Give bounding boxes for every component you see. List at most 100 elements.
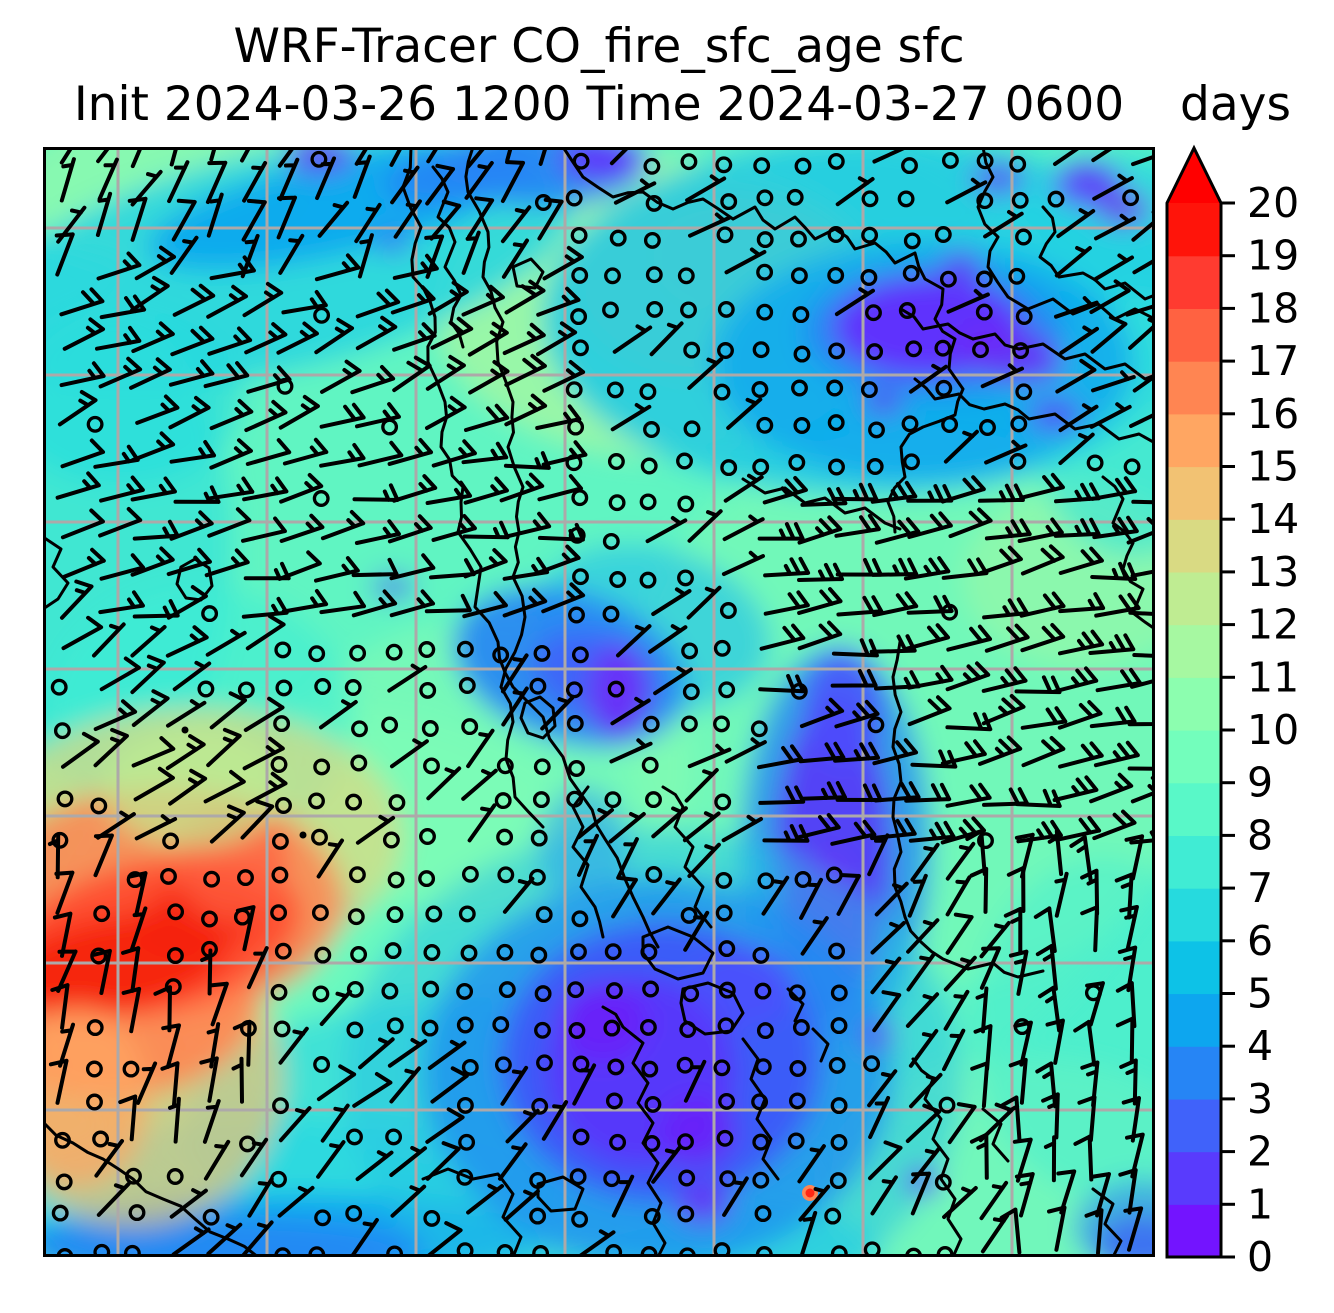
calm-wind-circle xyxy=(54,1131,71,1149)
wind-barb xyxy=(244,322,288,355)
calm-wind-circle xyxy=(533,758,551,776)
colorbar-tick-label: 13 xyxy=(1247,548,1299,596)
colorbar-band xyxy=(1167,624,1221,678)
calm-wind-circle xyxy=(55,1173,73,1191)
calm-wind-circle xyxy=(203,870,221,888)
wind-barb xyxy=(498,1142,528,1181)
wind-barb xyxy=(98,507,143,538)
wind-barb xyxy=(129,906,148,952)
calm-wind-circle xyxy=(604,791,622,809)
wind-barb xyxy=(1089,402,1132,429)
calm-wind-circle xyxy=(423,757,440,775)
wind-barb xyxy=(314,556,360,583)
wind-barb xyxy=(168,1096,181,1144)
wind-barb xyxy=(608,812,646,844)
wind-barb xyxy=(241,516,287,543)
calm-wind-circle xyxy=(351,720,368,738)
colorbar-tick-label: 9 xyxy=(1247,759,1273,807)
wind-barb xyxy=(96,810,136,840)
wind-barb xyxy=(945,912,974,955)
wind-barb xyxy=(130,625,167,658)
wind-barb xyxy=(1089,772,1134,804)
calm-wind-circle xyxy=(830,1245,848,1257)
wind-barb xyxy=(166,585,208,620)
calm-wind-circle xyxy=(197,680,215,698)
wind-barb xyxy=(52,911,73,958)
calm-wind-circle xyxy=(715,156,733,174)
coastline xyxy=(786,987,805,1023)
wind-barb xyxy=(92,948,112,995)
wind-barb xyxy=(466,1183,504,1215)
wind-barb xyxy=(240,799,275,840)
wind-barb xyxy=(721,814,763,843)
calm-wind-circle xyxy=(607,1058,625,1076)
wind-barb xyxy=(389,1066,421,1104)
calm-wind-circle xyxy=(1008,267,1026,285)
wind-barb xyxy=(907,873,928,918)
wind-barb xyxy=(389,589,435,618)
calm-wind-circle xyxy=(496,943,514,961)
calm-wind-circle xyxy=(935,379,953,397)
calm-wind-circle xyxy=(830,1097,848,1115)
calm-wind-circle xyxy=(681,642,699,660)
coastline xyxy=(661,785,713,929)
calm-wind-circle xyxy=(756,303,774,321)
wind-barb xyxy=(1058,592,1106,614)
wind-barb xyxy=(1123,1206,1144,1252)
wind-barb xyxy=(1091,1172,1111,1218)
wind-barb xyxy=(132,519,180,541)
calm-wind-circle xyxy=(311,828,328,846)
wind-barb xyxy=(351,589,398,618)
colorbar-tick-label: 17 xyxy=(1247,337,1299,385)
wind-barb xyxy=(576,1229,616,1257)
wind-barb xyxy=(500,160,525,203)
wind-barb xyxy=(93,727,129,768)
calm-wind-circle xyxy=(609,1133,627,1151)
wind-barb xyxy=(795,813,841,840)
coastline xyxy=(421,1167,523,1257)
tracer-age-blob xyxy=(558,982,648,1062)
wind-barb xyxy=(1020,623,1066,653)
wind-barb xyxy=(93,699,138,732)
wind-barb xyxy=(1016,819,1063,844)
coastline xyxy=(561,147,965,534)
calm-wind-circle xyxy=(645,194,663,212)
wind-barb xyxy=(1019,591,1066,618)
wind-barb xyxy=(965,829,987,876)
wind-barb xyxy=(906,952,936,992)
calm-wind-circle xyxy=(790,267,808,285)
calm-wind-circle xyxy=(456,1242,474,1257)
wind-barb xyxy=(943,429,979,464)
wind-barb xyxy=(610,403,652,432)
wind-barb xyxy=(467,803,497,843)
wind-barb xyxy=(500,1065,529,1106)
wind-barb xyxy=(1091,370,1136,393)
calm-wind-circle xyxy=(1122,189,1140,207)
wind-barb xyxy=(724,247,767,275)
coastline xyxy=(1091,1187,1123,1257)
calm-wind-circle xyxy=(719,1170,737,1188)
wind-barb xyxy=(130,476,177,502)
wind-barb xyxy=(975,986,989,1034)
calm-wind-circle xyxy=(680,153,698,171)
wind-barb xyxy=(505,1108,540,1144)
wind-barb xyxy=(166,699,207,728)
wind-barb xyxy=(390,285,436,315)
wind-barb xyxy=(206,727,242,768)
calm-wind-circle xyxy=(866,458,884,475)
wind-barb xyxy=(505,511,552,539)
colorbar-tick-label: 11 xyxy=(1247,653,1299,701)
wind-barb xyxy=(354,202,382,244)
wind-barb xyxy=(799,877,823,920)
map-canvas xyxy=(43,147,1155,1257)
calm-wind-circle xyxy=(824,1207,842,1225)
calm-wind-circle xyxy=(565,189,583,207)
calm-wind-circle xyxy=(976,192,994,210)
wind-barb xyxy=(536,321,578,357)
calm-wind-circle xyxy=(530,829,548,847)
wind-barb xyxy=(501,653,529,694)
calm-wind-circle xyxy=(639,383,657,401)
tracer-age-field-layer xyxy=(43,147,1155,1257)
wind-barb xyxy=(537,474,583,502)
